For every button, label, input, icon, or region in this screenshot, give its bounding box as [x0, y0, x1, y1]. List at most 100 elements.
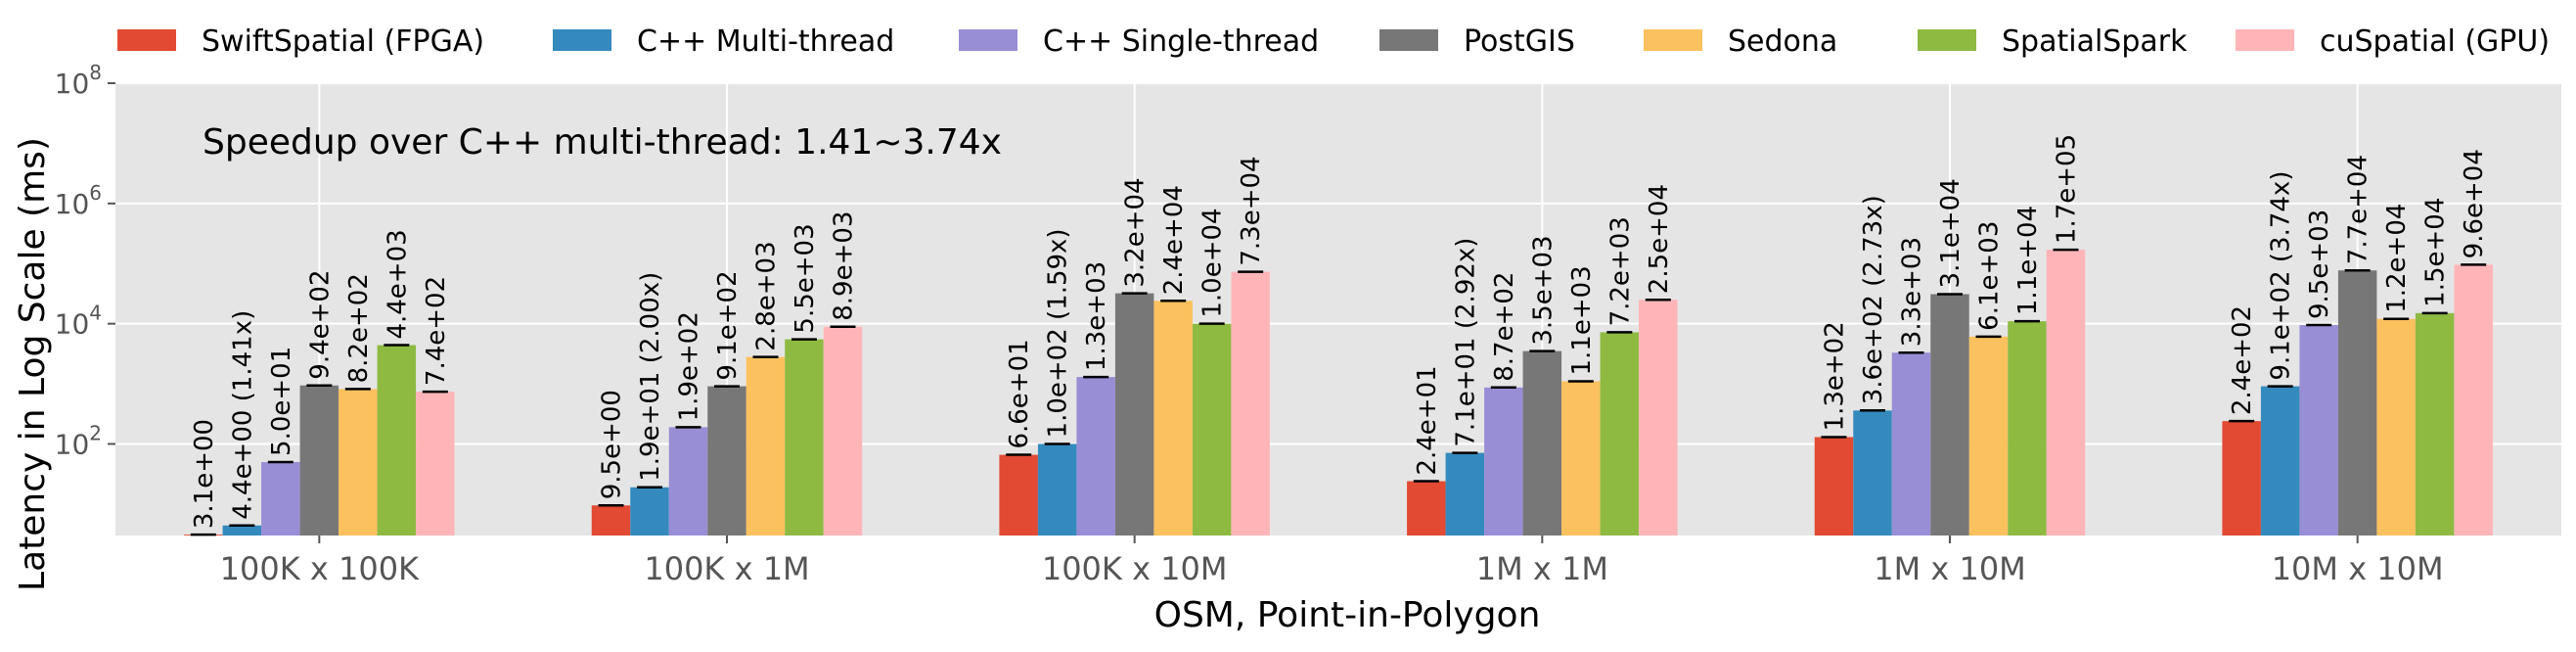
data-label: 2.4e+04 [1159, 185, 1189, 295]
legend-entry: C++ Single-thread [1043, 24, 1319, 59]
data-label: 9.5e+03 [2305, 210, 2334, 319]
data-label: 8.2e+02 [344, 273, 374, 383]
legend-entry: SwiftSpatial (FPGA) [202, 24, 484, 59]
bar [591, 505, 631, 536]
data-label: 1.0e+04 [1198, 208, 1228, 317]
x-axis-label: OSM, Point-in-Polygon [1154, 595, 1541, 635]
bar [1231, 271, 1270, 536]
bar [2222, 421, 2261, 536]
bar [1114, 293, 1154, 536]
bar [1192, 323, 1232, 536]
legend-swatch [117, 29, 176, 51]
bar [999, 454, 1038, 536]
data-label: 7.3e+04 [1237, 156, 1266, 265]
bar [1522, 350, 1562, 536]
y-tick-label: 106 [55, 181, 102, 220]
x-tick-label: 10M x 10M [2272, 550, 2444, 587]
y-tick-label: 104 [55, 302, 102, 341]
data-label: 7.4e+02 [422, 276, 451, 386]
bar [668, 427, 708, 536]
data-label: 3.1e+04 [1936, 178, 1966, 288]
y-tick-label: 102 [55, 421, 102, 460]
bar [1561, 381, 1601, 536]
data-label: 1.9e+01 (2.00x) [636, 272, 665, 482]
data-label: 1.0e+02 (1.59x) [1044, 228, 1073, 438]
x-tick-label: 1M x 10M [1874, 550, 2026, 587]
plot-area [115, 83, 2561, 536]
y-axis-ticks: 102 104 106 108 [55, 61, 115, 460]
data-label: 2.4e+01 [1413, 365, 1442, 475]
data-label: 1.1e+03 [1567, 265, 1597, 375]
bar [416, 392, 455, 536]
bar [2046, 250, 2086, 536]
legend: SwiftSpatial (FPGA) C++ Multi-thread C++ S… [117, 24, 2550, 59]
bar [2376, 318, 2416, 536]
bar [1639, 300, 1678, 536]
legend-swatch [1918, 29, 1976, 51]
data-label: 2.8e+03 [752, 241, 782, 350]
data-label: 8.7e+02 [1490, 272, 1519, 382]
data-label: 4.4e+00 (1.41x) [228, 310, 257, 520]
data-label: 9.1e+02 (3.74x) [2267, 171, 2296, 381]
data-label: 5.5e+03 [791, 223, 820, 333]
bar [2337, 270, 2377, 536]
data-label: 1.7e+05 [2053, 134, 2082, 244]
data-label: 3.5e+03 [1528, 235, 1558, 345]
data-label: 3.3e+03 [1898, 237, 1927, 347]
data-label: 3.2e+04 [1121, 177, 1151, 287]
bar [1968, 336, 2009, 536]
legend-swatch [1644, 29, 1702, 51]
x-tick-label: 100K x 100K [220, 550, 420, 587]
bar [707, 386, 746, 536]
bar [746, 356, 786, 536]
data-label: 1.3e+03 [1082, 261, 1111, 371]
bar [823, 326, 863, 536]
bar [261, 461, 300, 536]
data-label: 1.3e+02 [1821, 321, 1850, 431]
bar [1407, 481, 1446, 536]
bar [1814, 437, 1854, 536]
data-label: 6.6e+01 [1005, 339, 1034, 448]
bar [1600, 332, 1640, 536]
bar [299, 385, 339, 536]
bar [630, 487, 669, 536]
data-label: 2.4e+02 [2228, 305, 2257, 415]
legend-entry: PostGIS [1464, 24, 1575, 59]
data-label: 1.2e+04 [2382, 204, 2412, 313]
x-tick-label: 1M x 1M [1476, 550, 1608, 587]
x-axis-ticks: 100K x 100K 100K x 1M 100K x 10M 1M x 1M 1M … [220, 536, 2444, 587]
data-label: 3.6e+02 (2.73x) [1859, 195, 1888, 404]
bar [2260, 386, 2300, 536]
data-label: 9.1e+02 [713, 270, 743, 380]
data-label: 1.5e+04 [2421, 198, 2451, 307]
bar [222, 525, 262, 536]
data-label: 7.7e+04 [2344, 155, 2373, 264]
legend-entry: Sedona [1728, 24, 1837, 59]
bar [1037, 443, 1077, 536]
data-label: 8.9e+03 [830, 211, 859, 321]
legend-swatch [959, 29, 1017, 51]
data-label: 4.4e+03 [383, 229, 412, 339]
legend-swatch [1379, 29, 1438, 51]
bar [2008, 321, 2047, 536]
y-axis-label: Latency in Log Scale (ms) [13, 137, 53, 591]
x-tick-label: 100K x 1M [644, 550, 809, 587]
legend-entry: C++ Multi-thread [637, 24, 894, 59]
bar [377, 345, 417, 536]
legend-swatch [2236, 29, 2294, 51]
bar [1153, 301, 1193, 536]
bar [1891, 352, 1931, 536]
data-label: 9.4e+02 [305, 269, 335, 379]
bar [1853, 410, 1892, 536]
bar [1076, 377, 1115, 536]
data-label: 5.0e+01 [267, 347, 296, 456]
bar [1484, 387, 1523, 536]
data-label: 2.5e+04 [1645, 184, 1674, 294]
bar [339, 389, 378, 536]
data-label: 1.1e+04 [2013, 206, 2043, 315]
speedup-annotation: Speedup over C++ multi-thread: 1.41~3.74… [203, 122, 1002, 163]
data-label: 1.9e+02 [675, 311, 704, 421]
data-label: 9.5e+00 [598, 390, 627, 499]
legend-swatch [553, 29, 611, 51]
bars: 3.1e+00 4.4e+00 (1.41x) 5.0e+01 9.4e+02 8.2e… [184, 134, 2493, 536]
